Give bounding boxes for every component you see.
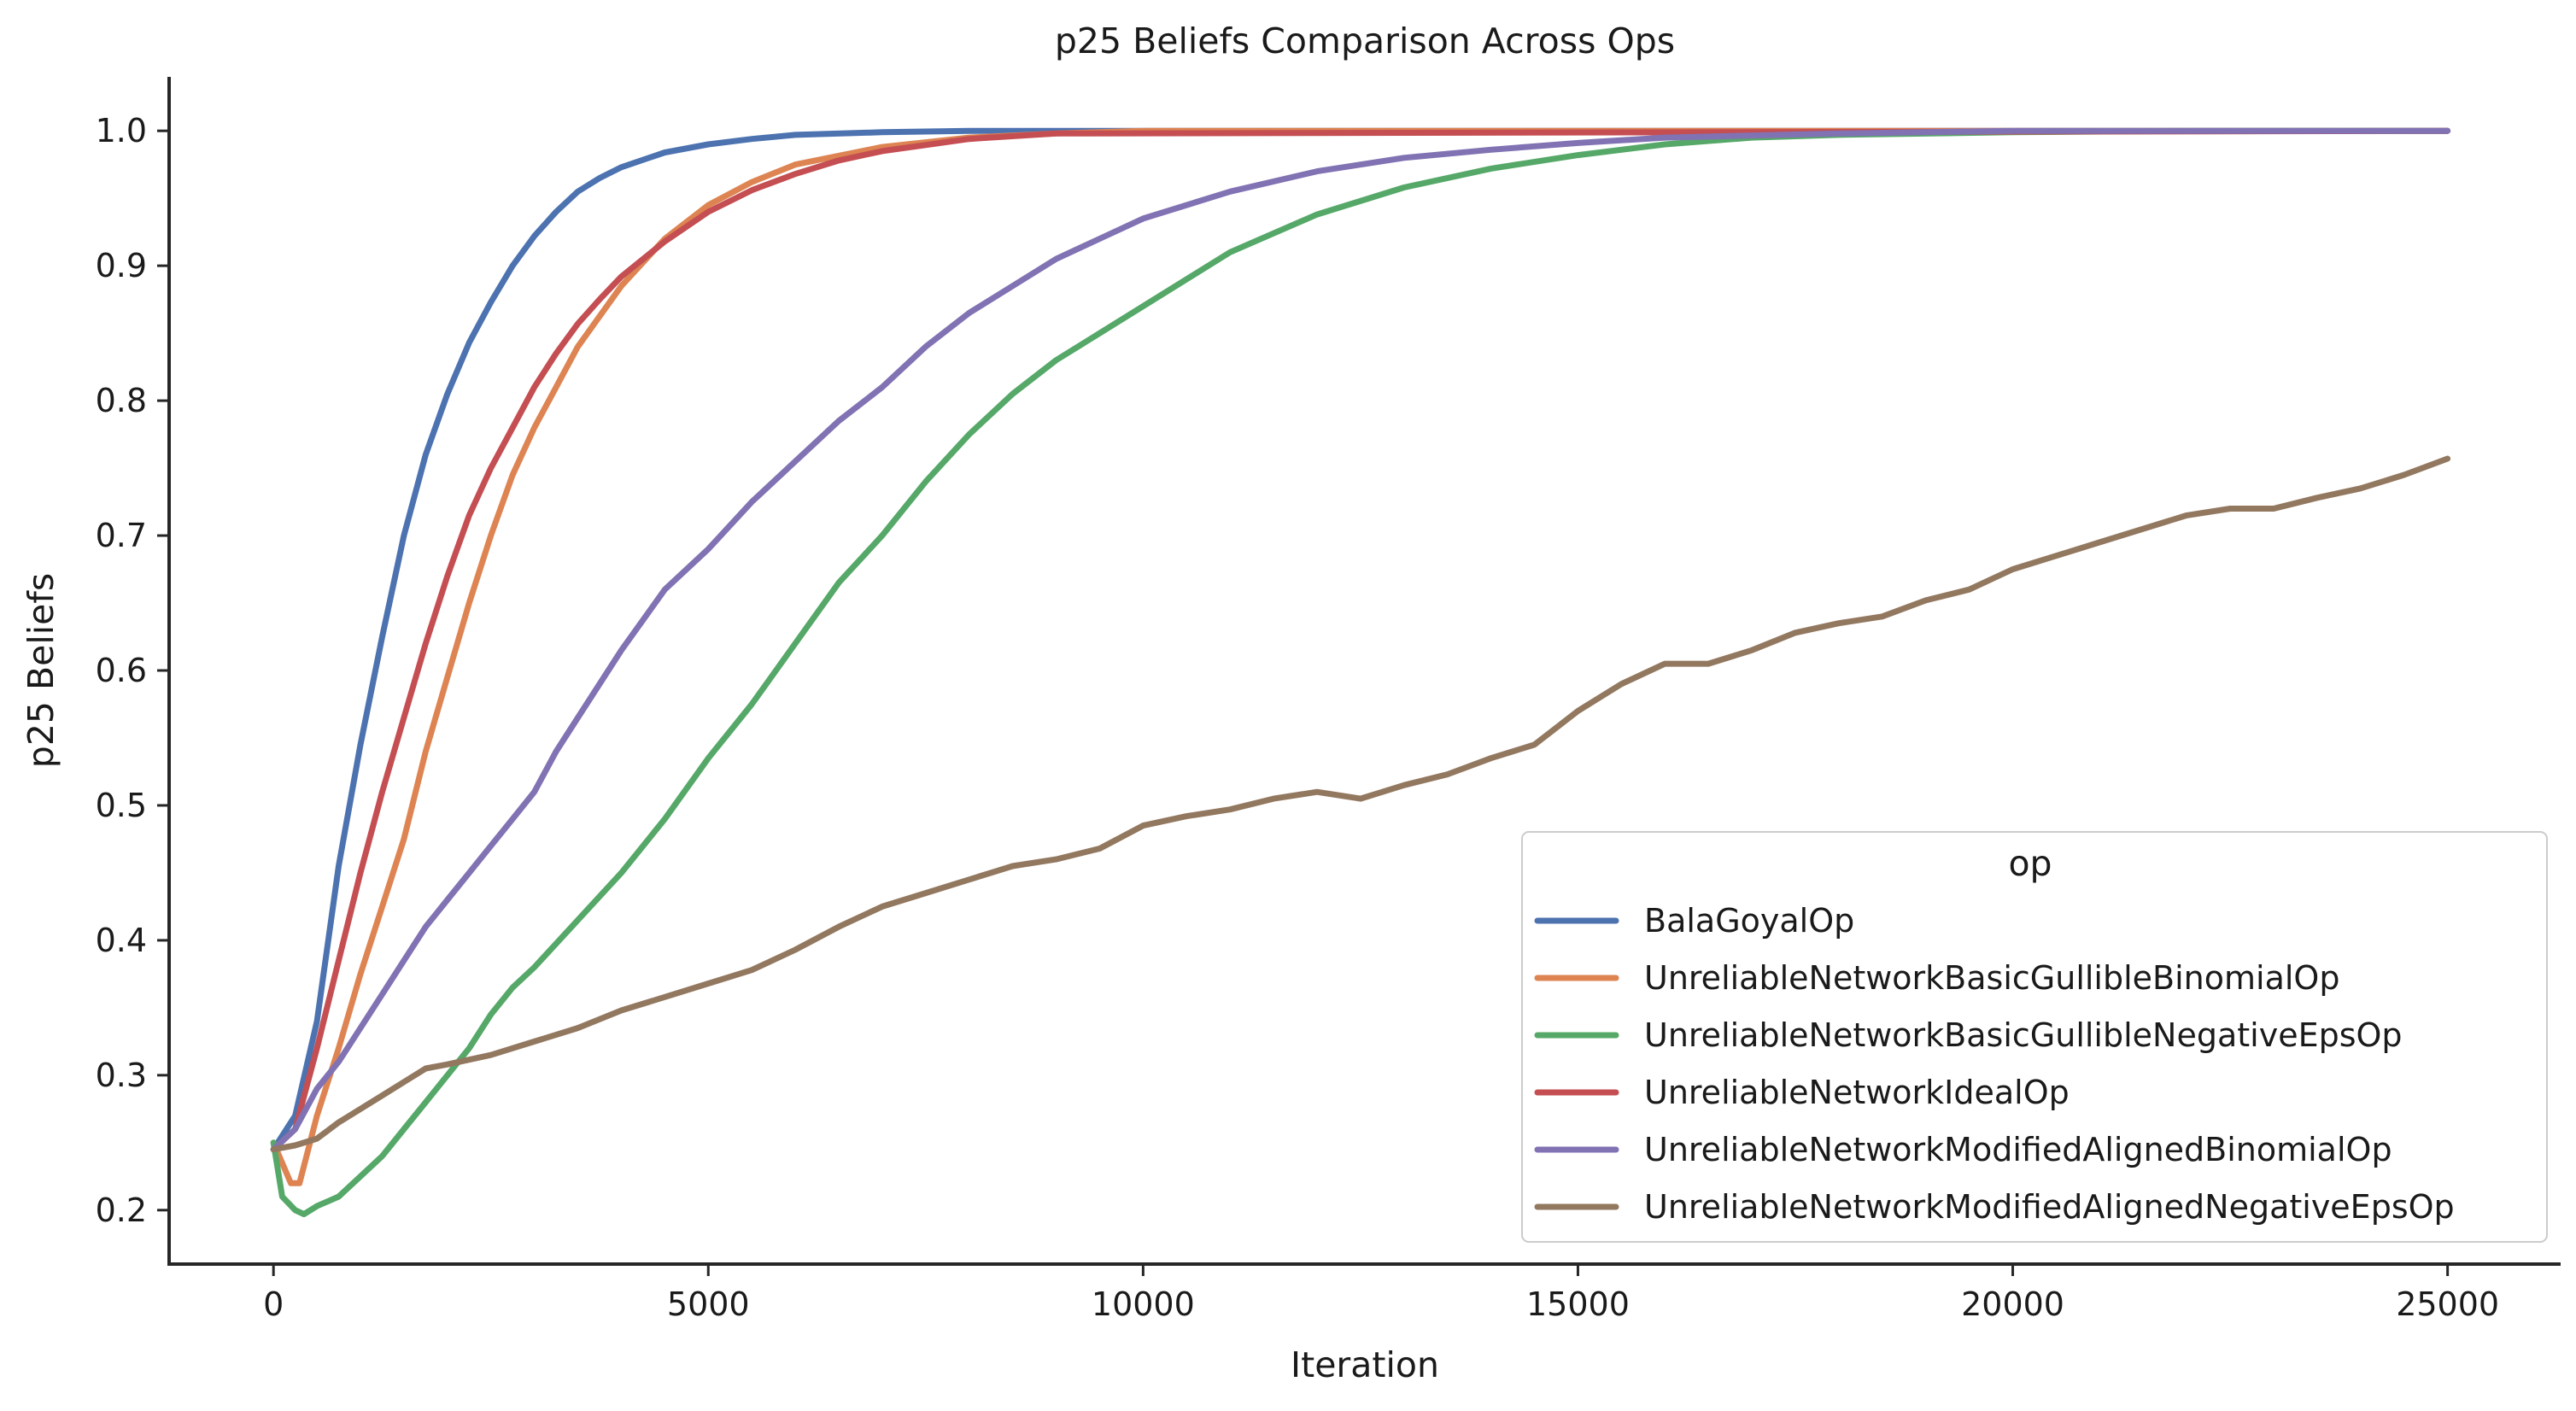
- legend-label: BalaGoyalOp: [1644, 902, 1854, 940]
- x-tick-label: 0: [263, 1285, 284, 1323]
- legend-label: UnreliableNetworkModifiedAlignedBinomial…: [1644, 1131, 2392, 1168]
- x-tick-label: 10000: [1092, 1285, 1195, 1323]
- y-tick-label: 1.0: [96, 112, 147, 149]
- x-tick-label: 15000: [1526, 1285, 1630, 1323]
- legend-label: UnreliableNetworkBasicGullibleBinomialOp: [1644, 959, 2339, 997]
- y-tick-label: 0.4: [96, 922, 147, 959]
- legend: op BalaGoyalOp UnreliableNetworkBasicGull…: [1522, 832, 2547, 1242]
- y-tick-label: 0.6: [96, 652, 147, 689]
- legend-label: UnreliableNetworkModifiedAlignedNegative…: [1644, 1188, 2455, 1226]
- y-tick-label: 0.3: [96, 1057, 147, 1094]
- y-axis-label: p25 Beliefs: [20, 573, 61, 768]
- y-tick-label: 0.8: [96, 382, 147, 419]
- legend-label: UnreliableNetworkIdealOp: [1644, 1074, 2070, 1111]
- x-tick-label: 25000: [2396, 1285, 2499, 1323]
- y-tick-label: 0.5: [96, 787, 147, 824]
- legend-label: UnreliableNetworkBasicGullibleNegativeEp…: [1644, 1016, 2403, 1054]
- legend-title: op: [2008, 843, 2052, 884]
- x-ticks: 0 5000 10000 15000 20000 25000: [263, 1264, 2499, 1323]
- chart-title: p25 Beliefs Comparison Across Ops: [1055, 20, 1675, 61]
- y-tick-label: 0.2: [96, 1191, 147, 1229]
- y-tick-label: 0.9: [96, 247, 147, 284]
- y-tick-label: 0.7: [96, 517, 147, 554]
- y-ticks: 0.2 0.3 0.4 0.5 0.6 0.7 0.8 0.9 1.0: [96, 112, 169, 1229]
- x-axis-label: Iteration: [1291, 1344, 1439, 1385]
- x-tick-label: 20000: [1961, 1285, 2064, 1323]
- x-tick-label: 5000: [667, 1285, 750, 1323]
